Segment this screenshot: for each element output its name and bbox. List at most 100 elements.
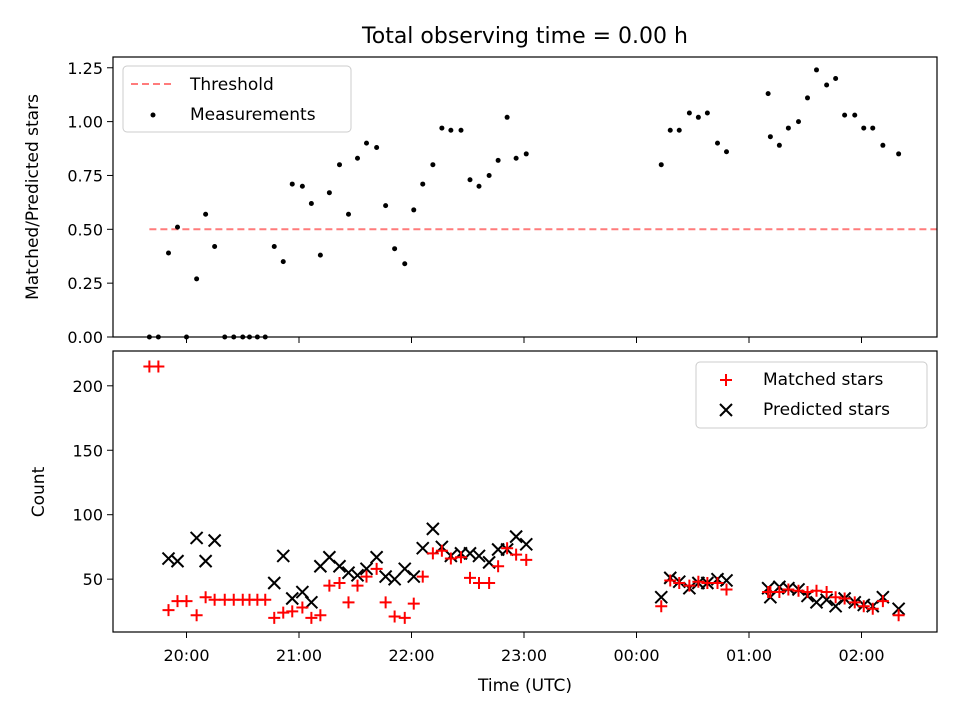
matched-star-marker xyxy=(820,586,833,599)
matched-star-marker xyxy=(857,600,870,613)
measurement-point xyxy=(212,244,218,250)
matched-star-marker xyxy=(455,551,467,564)
predicted-star-marker xyxy=(719,573,734,588)
measurement-point xyxy=(194,276,200,282)
measurement-point xyxy=(420,181,426,187)
legend-predicted-label: Predicted stars xyxy=(763,400,890,420)
matched-star-marker xyxy=(351,579,364,592)
predicted-star-marker xyxy=(276,549,290,563)
measurement-point xyxy=(402,261,408,267)
predicted-star-marker xyxy=(304,595,319,610)
measurement-point xyxy=(513,155,519,161)
measurement-point xyxy=(504,114,510,120)
measurement-point xyxy=(203,211,209,217)
measurement-point xyxy=(486,172,492,178)
matched-star-marker xyxy=(360,570,373,583)
measurement-point xyxy=(495,157,501,163)
matched-star-marker xyxy=(673,577,686,590)
x-tick-label: 21:00 xyxy=(276,646,322,665)
measurement-point xyxy=(364,140,369,146)
measurement-point xyxy=(861,125,867,131)
predicted-star-marker xyxy=(267,576,281,590)
matched-star-marker xyxy=(286,605,299,618)
predicted-star-marker xyxy=(819,593,834,607)
predicted-star-marker xyxy=(198,554,213,568)
measurement-point xyxy=(392,246,398,252)
matched-star-marker xyxy=(190,609,203,622)
matched-star-marker xyxy=(520,553,533,566)
measurement-point xyxy=(308,200,314,206)
matched-star-marker xyxy=(720,583,733,596)
matched-star-marker xyxy=(483,577,496,590)
matched-star-marker xyxy=(268,611,281,624)
x-tick-label: 02:00 xyxy=(838,646,884,665)
measurement-point xyxy=(724,149,729,155)
x-tick-label: 20:00 xyxy=(163,646,209,665)
measurement-point xyxy=(289,181,295,187)
measurement-point xyxy=(870,125,876,131)
matched-star-marker xyxy=(180,595,193,608)
matched-star-marker xyxy=(370,562,383,575)
ratio-plot: 0.00 0.25 0.50 0.75 1.00 1.25 xyxy=(67,59,937,347)
measurement-point xyxy=(833,76,839,82)
matched-star-marker xyxy=(259,593,272,606)
measurement-point xyxy=(355,155,360,161)
predicted-star-marker xyxy=(207,533,222,548)
matched-star-marker xyxy=(683,579,696,592)
predicted-star-marker xyxy=(472,549,486,563)
measurement-point xyxy=(175,224,180,230)
measurement-point xyxy=(805,95,810,101)
matched-star-marker xyxy=(701,577,714,590)
measurement-point xyxy=(411,207,417,213)
matched-legend-swatch xyxy=(720,374,732,386)
bottom-y-axis-label: Count xyxy=(29,466,49,517)
matched-star-marker xyxy=(435,544,448,557)
top-y-axis-label: Matched/Predicted stars xyxy=(23,94,43,300)
legend-matched-label: Matched stars xyxy=(763,370,883,390)
matched-star-marker xyxy=(892,609,905,622)
matched-star-marker xyxy=(664,574,677,587)
measurement-point xyxy=(715,140,720,146)
legend-measurements-label: Measurements xyxy=(190,105,316,125)
predicted-star-marker xyxy=(369,550,384,564)
bottom-legend: Matched stars Predicted stars xyxy=(695,361,928,429)
measurement-point xyxy=(796,119,801,125)
bottom-y-tick-label: 100 xyxy=(72,506,103,525)
matched-star-marker xyxy=(464,571,476,584)
measurement-point xyxy=(280,259,286,265)
measurement-point xyxy=(814,67,819,73)
matched-star-marker xyxy=(829,591,842,604)
measurement-point xyxy=(476,183,482,189)
predicted-star-marker xyxy=(341,565,356,580)
measurement-point xyxy=(523,151,529,157)
matched-star-marker xyxy=(711,577,724,590)
measurement-point xyxy=(667,127,673,133)
top-y-tick-label: 0.25 xyxy=(67,274,103,293)
measurement-point xyxy=(765,91,771,97)
measurement-point xyxy=(852,112,858,118)
predicted-star-marker xyxy=(359,562,374,576)
predicted-star-marker xyxy=(378,569,393,584)
matched-star-marker xyxy=(296,601,309,614)
predicted-star-marker xyxy=(161,551,176,566)
matched-star-marker xyxy=(473,577,485,590)
matched-star-marker xyxy=(692,575,705,588)
matched-star-marker xyxy=(199,591,212,604)
x-tick-label: 01:00 xyxy=(726,646,772,665)
matched-star-marker xyxy=(510,548,523,561)
predicted-star-marker xyxy=(407,569,421,584)
measurement-point xyxy=(430,162,436,168)
matched-star-marker xyxy=(426,547,439,560)
measurement-point xyxy=(676,127,682,133)
x-tick-label: 00:00 xyxy=(613,646,659,665)
measurement-point xyxy=(317,252,323,258)
predicted-star-marker xyxy=(189,531,204,545)
measurement-point xyxy=(695,114,701,120)
measurement-point xyxy=(448,127,454,133)
matched-star-marker xyxy=(398,611,411,624)
measurement-point xyxy=(271,244,277,250)
x-tick-label: 23:00 xyxy=(501,646,547,665)
top-y-tick-label: 0.75 xyxy=(67,166,103,185)
matched-star-marker xyxy=(801,586,814,599)
matched-star-marker xyxy=(773,586,786,599)
